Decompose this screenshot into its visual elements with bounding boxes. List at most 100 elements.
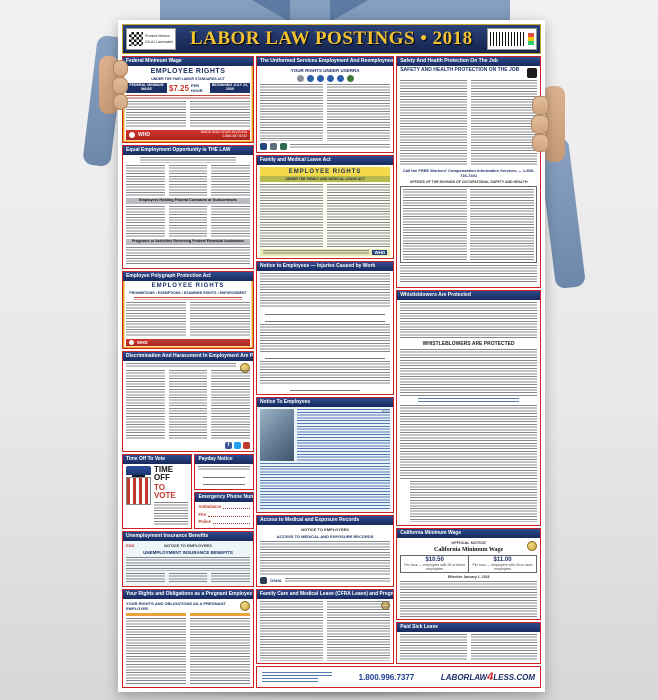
section-pregnant-employee-rights: Your Rights and Obligations as a Pregnan… <box>122 589 254 688</box>
fmla-heading: EMPLOYEE RIGHTS <box>259 167 391 176</box>
cawage-official-notice: OFFICIAL NOTICE <box>451 540 486 545</box>
brand-logo-post: LESS.COM <box>493 673 535 682</box>
text-columns <box>126 101 250 128</box>
section-title: Whistleblowers Are Protected <box>397 291 540 300</box>
table-rows <box>470 189 535 260</box>
color-legend-chip <box>527 33 534 45</box>
form-blank-line <box>223 504 250 509</box>
section-title: Family Care and Medical Leave (CFRA Leav… <box>256 590 394 599</box>
text-block <box>470 80 538 167</box>
text-columns <box>126 573 250 584</box>
section-whistleblowers-protected: Whistleblowers Are Protected WHISTLEBLOW… <box>396 290 541 526</box>
text-block <box>140 157 236 163</box>
labor-law-poster: Product Version CA-A1 Laminated LABOR LA… <box>118 20 545 692</box>
osha-call-line: Call the FREE Workers' Compensation Info… <box>402 168 535 179</box>
whd-logo: WHD <box>137 339 148 345</box>
text-block <box>150 340 247 344</box>
wage-effective: BEGINNING JULY 24, 2009 <box>209 83 250 93</box>
poster-masthead: Product Version CA-A1 Laminated LABOR LA… <box>122 24 541 54</box>
service-seal-icon <box>346 75 354 82</box>
text-block <box>259 273 391 308</box>
section-title: Your Rights and Obligations as a Pregnan… <box>123 590 253 599</box>
whd-logo: WHD <box>138 131 150 138</box>
text-block <box>126 302 186 337</box>
barcode-icon <box>489 32 526 46</box>
section-title: Time Off To Vote <box>123 455 192 464</box>
text-block <box>327 601 391 661</box>
section-title: Employee Polygraph Protection Act <box>123 272 253 281</box>
cawage-heading: California Minimum Wage <box>433 547 504 553</box>
section-title: California Minimum Wage <box>397 529 540 538</box>
emergency-row: Police <box>198 519 250 524</box>
preg-heading: YOUR RIGHTS AND OBLIGATIONS AS A PREGNAN… <box>126 601 226 611</box>
emergency-label: Ambulance <box>198 504 222 509</box>
footer-text-lines <box>261 677 318 682</box>
text-block <box>126 363 236 368</box>
cal-osha-logo <box>259 576 267 584</box>
text-block <box>126 557 250 572</box>
text-block <box>400 302 537 340</box>
text-block <box>126 205 165 238</box>
section-title: Family and Medical Leave Act <box>256 156 394 165</box>
emergency-label: Fire <box>198 511 207 517</box>
section-polygraph-protection-act: Employee Polygraph Protection Act EMPLOY… <box>122 271 254 349</box>
text-block <box>327 84 391 141</box>
dol-logo <box>259 142 267 150</box>
cawage-effective: Effective January 1, 2018 <box>447 575 490 579</box>
text-block <box>168 165 208 197</box>
whd-phone: 1-866-487-9243 <box>222 133 247 138</box>
twitter-icon <box>233 441 241 449</box>
text-columns <box>126 205 250 238</box>
section-safety-health-protection: Safety And Health Protection On The Job … <box>396 56 541 288</box>
text-block <box>259 462 391 510</box>
text-block <box>327 184 391 247</box>
text-block <box>400 634 467 661</box>
barcode-box <box>486 28 537 50</box>
va-logo <box>279 142 287 150</box>
table-rows <box>403 189 468 260</box>
whistle-heading: WHISTLEBLOWERS ARE PROTECTED <box>422 341 515 348</box>
section-eeo-is-the-law: Equal Employment Opportunity is THE LAW … <box>122 145 254 269</box>
text-block <box>400 264 537 285</box>
osha-offices-table <box>400 186 537 263</box>
text-columns <box>259 184 391 247</box>
left-finger <box>112 77 128 94</box>
text-block <box>259 323 391 353</box>
whd-band: WHD WAGE AND HOUR DIVISION 1-866-487-924… <box>126 129 250 140</box>
flsa-heading: EMPLOYEE RIGHTS <box>150 68 226 75</box>
ballot-box-stripes <box>126 476 151 505</box>
text-block <box>211 165 250 197</box>
text-block <box>126 101 186 128</box>
service-seal-icon <box>326 75 334 82</box>
emergency-label: Hospital <box>198 527 215 529</box>
text-block <box>126 617 186 685</box>
text-block <box>126 370 165 440</box>
columns-middle-right: The Uniformed Services Employment And Re… <box>255 56 541 688</box>
right-finger <box>532 96 549 115</box>
form-blank-line <box>203 473 245 478</box>
text-block <box>168 370 208 440</box>
text-columns <box>126 370 250 440</box>
eeo-bar-programs: Programs or Activities Receiving Federal… <box>126 239 250 245</box>
ui-heading-1: NOTICE TO EMPLOYEES <box>164 543 212 548</box>
emergency-row: Ambulance <box>198 504 250 509</box>
section-title: Access to Medical and Exposure Records <box>256 516 394 525</box>
rate-small: $10.50 <box>425 557 444 563</box>
section-title: Emergency Phone Numbers <box>195 493 253 502</box>
osha-heading: SAFETY AND HEALTH PROTECTION ON THE JOB <box>400 67 520 73</box>
form-blank-line <box>203 480 245 485</box>
form-blank-line <box>217 527 250 529</box>
form-blank-line <box>212 519 250 524</box>
text-block <box>289 143 391 149</box>
dol-seal-icon <box>129 131 135 138</box>
records-heading-1: NOTICE TO EMPLOYEES <box>301 527 349 532</box>
wage-per-hour: PER HOUR <box>190 83 203 93</box>
section-title: Paid Sick Leave <box>397 623 540 632</box>
right-finger <box>531 115 549 134</box>
text-columns <box>126 165 250 197</box>
section-fmla: Family and Medical Leave Act EMPLOYEE RI… <box>255 155 395 259</box>
text-block <box>400 581 537 617</box>
text-block <box>259 84 324 141</box>
text-columns <box>259 84 391 141</box>
